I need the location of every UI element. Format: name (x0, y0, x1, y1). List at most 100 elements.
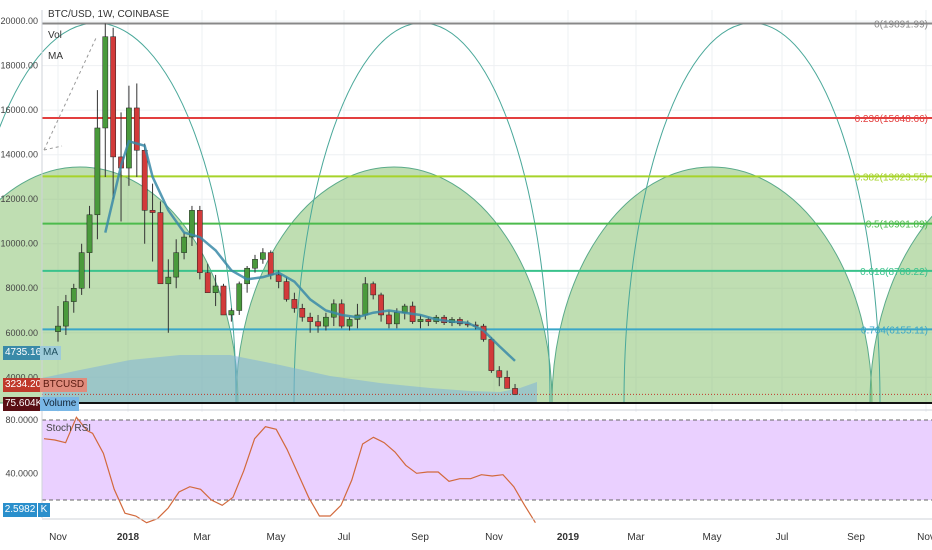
candle-body (393, 312, 400, 325)
ma-indicator-label: MA (48, 51, 63, 62)
candle-body (70, 287, 77, 302)
fib-level-label: 0.764(6155.11) (861, 325, 928, 336)
candle-body (370, 283, 377, 296)
time-axis-tick: 2018 (117, 532, 140, 543)
fib-arc-fill (235, 166, 553, 404)
candle-body (149, 210, 156, 213)
candle-body (504, 377, 511, 389)
time-axis-tick: Nov (917, 532, 932, 543)
time-axis-tick: 2019 (557, 532, 580, 543)
candle-body (323, 316, 329, 327)
trend-line (43, 37, 97, 151)
volume-area (42, 355, 932, 404)
stoch-rsi-value-badge: 2.5982 (3, 503, 37, 517)
fib-arcs (0, 22, 932, 404)
fib-level-label: 0.618(8780.22) (860, 267, 928, 278)
stoch-rsi-label: Stoch RSI (46, 423, 92, 434)
candle-body (189, 210, 195, 238)
candle-body (244, 267, 250, 285)
price-axis-tick: 12000.00 (0, 194, 38, 204)
candle-body (55, 325, 61, 332)
candle-body (63, 301, 69, 327)
candle-body (133, 107, 140, 151)
candle-body (204, 272, 211, 293)
fib-arc-fill (551, 166, 873, 404)
candle-body (157, 212, 164, 285)
fib-level-label: 0(19891.99) (874, 20, 928, 31)
price-axis-tick: 18000.00 (0, 61, 38, 71)
candlestick-series (55, 23, 518, 396)
candle-body (386, 314, 392, 325)
time-axis-tick: Nov (49, 532, 67, 543)
candle-body (110, 36, 117, 158)
candle-body (267, 252, 274, 276)
price-axis-tick: 10000.00 (0, 239, 38, 249)
candle-body (228, 310, 235, 316)
candle-body (196, 210, 203, 273)
candle-body (315, 321, 321, 327)
candle-body (512, 388, 518, 395)
price-axis-tick: 4000.00 (5, 372, 38, 382)
candle-body (425, 319, 432, 322)
candle-body (102, 36, 109, 129)
stoch-rsi-k-badge: K (38, 503, 50, 517)
fib-arc-fill (869, 215, 932, 404)
volume-value-badge: 75.604K (3, 397, 43, 411)
stoch-rsi-line (43, 416, 536, 524)
candle-body (236, 283, 243, 311)
stoch-rsi-pane: 80.0000 40.0000 (5, 409, 932, 524)
volume-area-fill (42, 355, 537, 404)
ma-value-badge: 4735.16 (3, 346, 42, 360)
candle-body (417, 319, 424, 322)
candle-body (346, 319, 353, 327)
candle-body (173, 252, 180, 278)
rsi-axis-tick: 40.0000 (5, 468, 38, 478)
time-axis-tick: Sep (411, 532, 429, 543)
candle-body (94, 127, 101, 216)
axes: 20000.00 18000.00 16000.00 14000.00 12000.00… (0, 10, 932, 543)
candle-body (378, 294, 384, 316)
candle-body (181, 236, 187, 253)
time-axis-tick: May (703, 532, 722, 543)
candle-body (260, 252, 266, 260)
fib-level-label: 0.382(13023.55) (855, 172, 928, 183)
price-axis-tick: 14000.00 (0, 150, 38, 160)
ma-tag: MA (40, 346, 61, 360)
candle-body (252, 259, 258, 269)
candle-body (307, 316, 314, 322)
candle-body (496, 370, 503, 378)
last-price-badge: 3234.20 (3, 378, 42, 392)
time-axis-tick: May (267, 532, 286, 543)
candle-body (165, 276, 172, 285)
price-axis-tick: 8000.00 (5, 283, 38, 293)
candle-body (488, 339, 495, 371)
symbol-tag: BTCUSD (40, 378, 88, 392)
ma-series-line (104, 139, 516, 362)
candle-body (362, 283, 369, 316)
candle-body (283, 281, 290, 300)
fib-level-label: 0.5(10901.89) (866, 220, 928, 231)
candle-body (275, 274, 282, 282)
candle-body (141, 149, 148, 211)
time-axis-tick: Jul (776, 532, 789, 543)
vol-indicator-label: Vol (48, 30, 62, 41)
ma-line (104, 139, 516, 362)
candle-body (78, 252, 85, 289)
candle-body (126, 107, 132, 169)
symbol-title: BTC/USD, 1W, COINBASE (48, 9, 170, 20)
candle-body (86, 214, 93, 253)
price-axis-tick: 16000.00 (0, 105, 38, 115)
time-axis-tick: Mar (193, 532, 211, 543)
price-axis-tick: 20000.00 (0, 16, 38, 26)
fib-level-label: 0.236(15648.66) (855, 114, 928, 125)
time-axis-tick: Nov (485, 532, 503, 543)
candle-body (220, 285, 227, 316)
candle-body (330, 303, 337, 318)
rsi-axis-tick: 80.0000 (5, 415, 38, 425)
volume-tag: Volume (40, 397, 80, 411)
candle-body (212, 285, 219, 293)
time-axis-tick: Sep (847, 532, 865, 543)
candle-body (299, 308, 306, 318)
time-axis-tick: Mar (627, 532, 645, 543)
